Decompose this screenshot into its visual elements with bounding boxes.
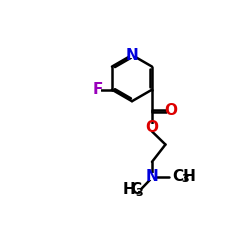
Text: C: C — [130, 182, 141, 197]
Text: N: N — [126, 48, 138, 62]
Text: O: O — [165, 103, 178, 118]
Bar — [148, 173, 156, 180]
Bar — [167, 108, 175, 114]
Text: 3: 3 — [136, 188, 143, 198]
Text: N: N — [146, 169, 158, 184]
Text: F: F — [92, 82, 103, 97]
Bar — [94, 87, 101, 92]
Text: CH: CH — [172, 169, 196, 184]
Text: O: O — [146, 120, 158, 135]
Bar — [128, 52, 136, 58]
Text: H: H — [123, 182, 136, 197]
Text: 3: 3 — [181, 174, 189, 184]
Bar — [148, 124, 156, 130]
